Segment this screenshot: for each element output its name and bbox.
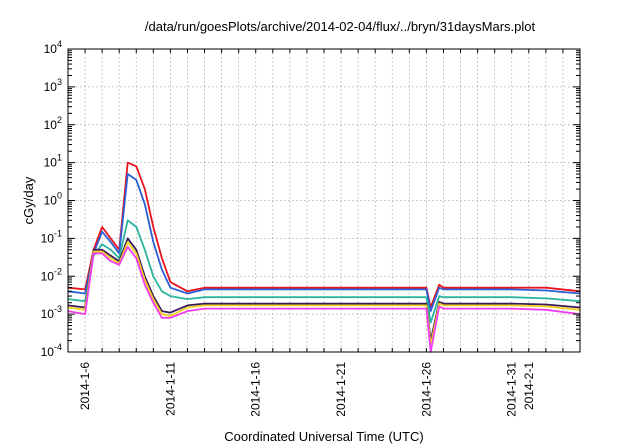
x-tick-label: 2014-1-21 [334,362,348,417]
series-line-5 [67,241,581,347]
series-line-4 [67,237,581,342]
y-tick-label: 10-3 [41,304,62,321]
series-line-6 [67,245,581,353]
y-tick-label: 10-4 [41,342,62,359]
x-tick-label: 2014-1-31 [505,362,519,417]
series-line-3 [67,219,581,324]
x-tick-label: 2014-2-1 [522,362,536,410]
x-tick-label: 2014-1-11 [163,362,177,416]
x-tick-label: 2014-1-16 [249,362,263,417]
y-tick-label: 103 [44,77,62,94]
y-tick-label: 10-2 [41,266,62,283]
series-line-1 [67,161,581,309]
y-tick-label: 101 [44,153,62,170]
y-axis-label: cGy/day [21,176,36,224]
y-tick-label: 102 [44,115,62,132]
y-tick-label: 104 [44,39,62,56]
x-tick-label: 2014-1-26 [419,362,433,417]
x-axis-label: Coordinated Universal Time (UTC) [224,429,423,444]
y-tick-label: 10-1 [41,228,62,245]
x-tick-label: 2014-1-6 [78,362,92,410]
series-line-2 [67,173,581,312]
chart-title: /data/run/goesPlots/archive/2014-02-04/f… [145,19,536,34]
y-tick-label: 100 [44,191,62,208]
